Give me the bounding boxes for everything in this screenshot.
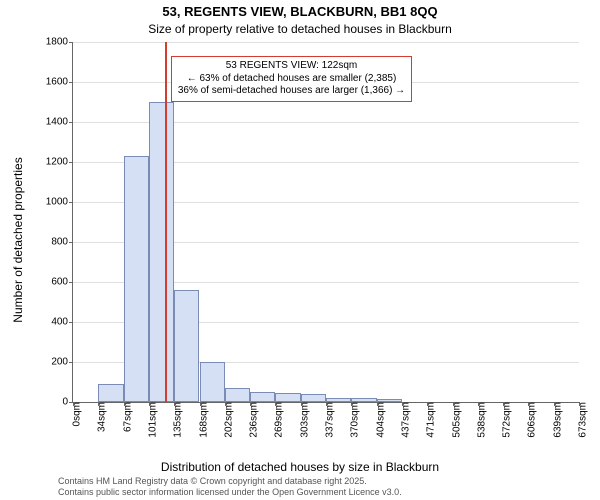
- plot-area: 0200400600800100012001400160018000sqm34s…: [72, 42, 579, 403]
- y-axis-label: Number of detached properties: [11, 157, 25, 322]
- annotation-line: 53 REGENTS VIEW: 122sqm: [178, 60, 405, 73]
- ytick-label: 400: [51, 317, 73, 328]
- footer-attribution: Contains HM Land Registry data © Crown c…: [58, 476, 402, 498]
- histogram-bar: [124, 156, 149, 402]
- xtick-label: 471sqm: [424, 402, 437, 438]
- histogram-bar: [149, 102, 174, 402]
- chart-subtitle: Size of property relative to detached ho…: [0, 22, 600, 36]
- ytick-label: 800: [51, 237, 73, 248]
- ytick-label: 600: [51, 277, 73, 288]
- xtick-label: 168sqm: [196, 402, 209, 438]
- histogram-bar: [225, 388, 250, 402]
- xtick-label: 505sqm: [449, 402, 462, 438]
- ytick-label: 1400: [46, 117, 73, 128]
- xtick-label: 572sqm: [500, 402, 513, 438]
- xtick-label: 135sqm: [171, 402, 184, 438]
- histogram-bar: [200, 362, 225, 402]
- xtick-label: 606sqm: [525, 402, 538, 438]
- annotation-line: ← 63% of detached houses are smaller (2,…: [178, 73, 405, 86]
- xtick-label: 639sqm: [550, 402, 563, 438]
- ytick-label: 1600: [46, 77, 73, 88]
- x-axis-label: Distribution of detached houses by size …: [0, 460, 600, 474]
- histogram-bar: [250, 392, 275, 402]
- xtick-label: 34sqm: [95, 402, 108, 432]
- xtick-label: 236sqm: [247, 402, 260, 438]
- xtick-label: 303sqm: [297, 402, 310, 438]
- property-marker-line: [165, 42, 167, 402]
- chart-title: 53, REGENTS VIEW, BLACKBURN, BB1 8QQ: [0, 4, 600, 19]
- xtick-label: 673sqm: [576, 402, 589, 438]
- xtick-label: 538sqm: [474, 402, 487, 438]
- footer-line: Contains public sector information licen…: [58, 487, 402, 498]
- xtick-label: 269sqm: [272, 402, 285, 438]
- ytick-label: 200: [51, 357, 73, 368]
- annotation-box: 53 REGENTS VIEW: 122sqm← 63% of detached…: [171, 56, 412, 102]
- annotation-line: 36% of semi-detached houses are larger (…: [178, 85, 405, 98]
- xtick-label: 337sqm: [323, 402, 336, 438]
- xtick-label: 101sqm: [145, 402, 158, 438]
- histogram-bar: [98, 384, 123, 402]
- xtick-label: 404sqm: [373, 402, 386, 438]
- ytick-label: 1800: [46, 37, 73, 48]
- xtick-label: 202sqm: [221, 402, 234, 438]
- ytick-label: 1200: [46, 157, 73, 168]
- histogram-bar: [174, 290, 199, 402]
- xtick-label: 370sqm: [348, 402, 361, 438]
- gridline: [73, 42, 579, 43]
- footer-line: Contains HM Land Registry data © Crown c…: [58, 476, 402, 487]
- xtick-label: 67sqm: [120, 402, 133, 432]
- xtick-label: 0sqm: [70, 402, 83, 426]
- ytick-label: 1000: [46, 197, 73, 208]
- histogram-bar: [275, 393, 300, 402]
- histogram-bar: [301, 394, 326, 402]
- xtick-label: 437sqm: [398, 402, 411, 438]
